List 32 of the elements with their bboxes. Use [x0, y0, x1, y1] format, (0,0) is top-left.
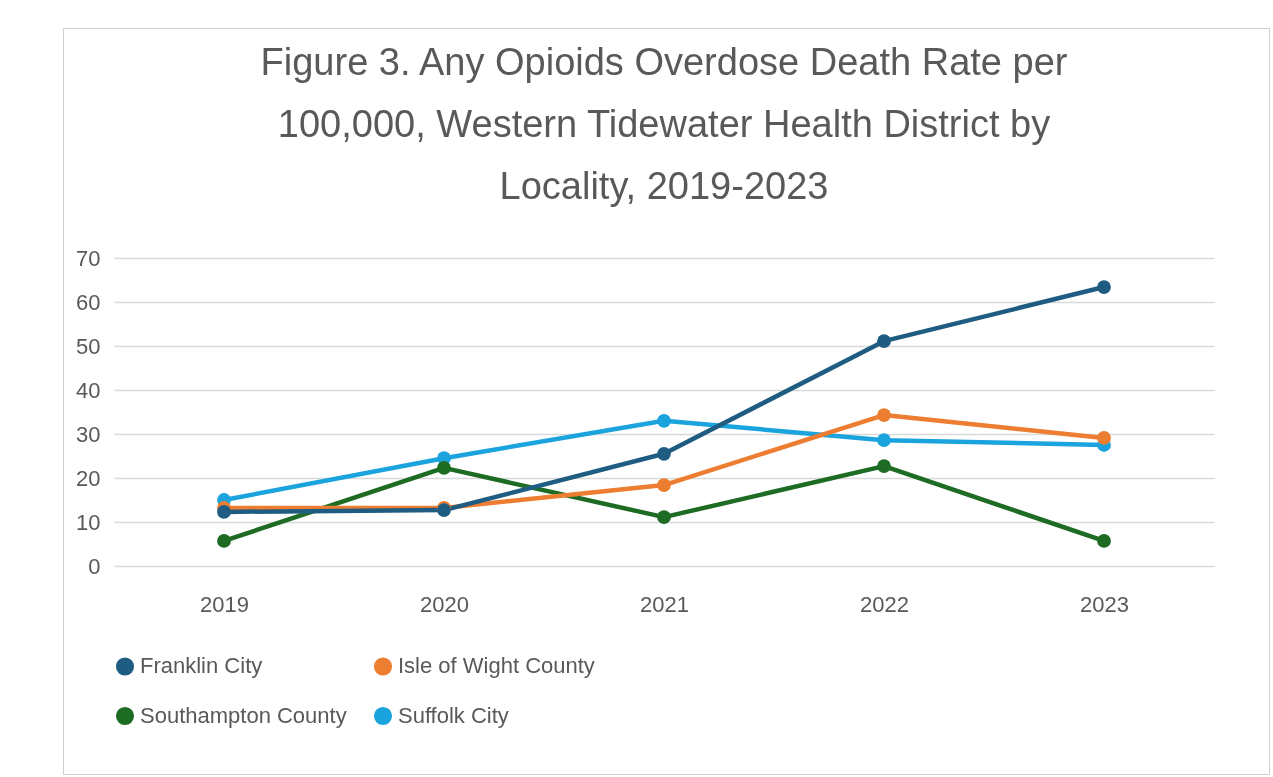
legend-label: Suffolk City	[398, 703, 509, 728]
point	[437, 461, 451, 475]
chart-title: Figure 3. Any Opioids Overdose Death Rate per 100,000, Western Tidewater Health District by Locality, 2019-2023	[260, 41, 1068, 207]
legend-label: Franklin City	[140, 653, 263, 679]
point	[877, 459, 891, 473]
y-tick-label: 20	[76, 465, 101, 491]
y-tick-label: 10	[76, 509, 101, 535]
point	[217, 534, 231, 548]
y-tick-label: 50	[76, 333, 101, 359]
x-tick-label: 2021	[640, 591, 689, 617]
point	[657, 478, 671, 492]
legend-label: Isle of Wight County	[398, 653, 595, 679]
point	[657, 413, 671, 428]
x-tick-label: 2019	[200, 591, 249, 617]
y-tick-label: 30	[76, 421, 101, 447]
point	[877, 433, 891, 448]
point	[877, 408, 891, 422]
y-tick-label: 60	[76, 289, 101, 315]
point	[877, 334, 891, 349]
x-tick-label: 2022	[860, 591, 909, 617]
legend-label: Southampton County	[140, 703, 347, 728]
point	[1097, 534, 1111, 548]
point	[1097, 280, 1111, 294]
point	[217, 505, 231, 519]
y-tick-label: 70	[76, 245, 101, 271]
point	[1097, 431, 1111, 445]
x-tick-label: 2020	[420, 591, 469, 617]
y-tick-label: 40	[76, 377, 101, 403]
x-tick-label: 2023	[1080, 591, 1129, 617]
point	[657, 446, 671, 461]
y-tick-label: 0	[88, 553, 101, 579]
point	[657, 510, 671, 525]
